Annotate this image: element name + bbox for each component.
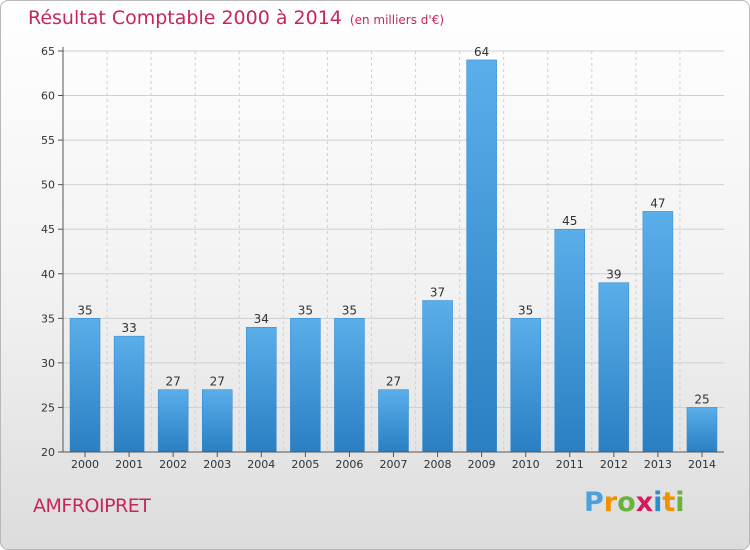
- bar-2005: [290, 318, 321, 453]
- bar-value-label: 39: [606, 268, 621, 282]
- bar-value-label: 64: [474, 45, 489, 59]
- bar-2002: [157, 389, 189, 453]
- x-tick-label: 2001: [115, 458, 143, 471]
- x-tick-label: 2012: [600, 458, 628, 471]
- proxiti-logo: Proxiti: [584, 489, 685, 516]
- bar-2014: [686, 407, 718, 453]
- bar-value-label: 35: [518, 303, 533, 317]
- bar-2001: [113, 335, 145, 453]
- x-tick-label: 2006: [335, 458, 363, 471]
- x-tick-label: 2014: [688, 458, 716, 471]
- y-tick-label: 60: [41, 90, 55, 103]
- x-tick-label: 2000: [71, 458, 99, 471]
- bar-value-label: 47: [650, 196, 665, 210]
- bar-value-label: 25: [694, 392, 709, 406]
- bar-2010: [510, 318, 541, 453]
- bar-2008: [422, 300, 453, 453]
- bar-value-label: 34: [254, 312, 269, 326]
- bar-2006: [334, 318, 365, 453]
- y-tick-label: 35: [41, 312, 55, 325]
- chart-title: Résultat Comptable 2000 à 2014 (en millie…: [28, 7, 444, 29]
- x-tick-label: 2010: [512, 458, 540, 471]
- x-tick-label: 2007: [380, 458, 408, 471]
- y-tick-label: 40: [41, 268, 55, 281]
- y-tick-label: 20: [41, 446, 55, 459]
- bar-value-label: 35: [298, 303, 313, 317]
- y-tick-label: 45: [41, 223, 55, 236]
- y-tick-label: 55: [41, 134, 55, 147]
- bar-2004: [246, 326, 277, 453]
- bar-2011: [554, 228, 586, 453]
- bars: 35 33 27 27 34 35 35 27 37 64 35 45 39 47 25: [69, 45, 718, 453]
- y-tick-label: 30: [41, 357, 55, 370]
- chart-subtitle: (en milliers d'€): [349, 13, 445, 27]
- logo-letter: i: [675, 487, 685, 518]
- logo-letter: o: [617, 487, 636, 518]
- bar-value-label: 27: [386, 375, 401, 389]
- logo-letter: r: [603, 487, 618, 518]
- bar-value-label: 37: [430, 286, 445, 300]
- bar-value-label: 35: [77, 303, 92, 317]
- logo-letter: P: [584, 487, 604, 518]
- x-tick-label: 2002: [159, 458, 187, 471]
- x-tick-label: 2003: [203, 458, 231, 471]
- bar-2003: [201, 389, 233, 453]
- y-tick-label: 50: [41, 179, 55, 192]
- bar-2007: [378, 389, 409, 453]
- bar-2013: [642, 211, 674, 453]
- bar-2000: [69, 318, 101, 453]
- y-tick-label: 65: [41, 45, 55, 58]
- axes: 20 25 30 35 40 45 50 55 60 65 2000 2001 2002 2003 2004…: [41, 45, 724, 471]
- bar-value-label: 35: [342, 303, 357, 317]
- x-tick-label: 2004: [247, 458, 275, 471]
- bar-value-label: 27: [166, 375, 181, 389]
- logo-letter: t: [662, 487, 676, 518]
- commune-name: AMFROIPRET: [33, 495, 151, 517]
- x-tick-label: 2008: [424, 458, 452, 471]
- x-tick-label: 2005: [291, 458, 319, 471]
- bar-value-label: 33: [121, 321, 136, 335]
- x-tick-label: 2011: [556, 458, 584, 471]
- logo-letter: x: [635, 487, 654, 518]
- bar-2009: [466, 59, 497, 453]
- logo-letter: i: [653, 487, 663, 518]
- bar-value-label: 45: [562, 214, 577, 228]
- x-tick-label: 2013: [644, 458, 672, 471]
- bar-2012: [598, 282, 630, 453]
- x-tick-label: 2009: [468, 458, 496, 471]
- chart-title-text: Résultat Comptable 2000 à 2014: [28, 7, 342, 29]
- y-tick-label: 25: [41, 401, 55, 414]
- bar-value-label: 27: [210, 375, 225, 389]
